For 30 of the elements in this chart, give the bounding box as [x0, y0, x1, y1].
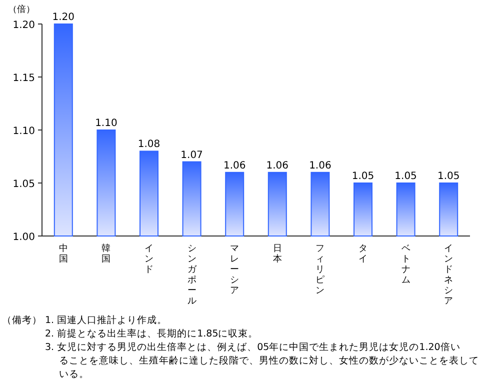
x-tick-label: インドネシア	[444, 244, 454, 306]
text: 1. 国連人口推計より作成。	[45, 314, 168, 326]
x-tick-label: 中国	[58, 243, 68, 264]
y-tick-label: 1.05	[12, 179, 35, 190]
data-label: 1.05	[437, 171, 460, 182]
y-tick-label: 1.00	[12, 232, 35, 243]
x-tick-label: インド	[144, 244, 154, 275]
x-tick-label: マレーシア	[230, 244, 240, 296]
x-tick-label: 韓国	[102, 243, 111, 264]
data-label: 1.06	[309, 160, 332, 172]
x-tick-label: フィリピン	[316, 244, 325, 296]
data-label: 1.20	[52, 12, 75, 23]
text: 2. 前提となる出生率は、長期的に1.85に収束。	[45, 328, 258, 340]
data-label: 1.06	[223, 160, 246, 172]
text: （備考）	[2, 314, 42, 326]
data-label: 1.07	[180, 150, 203, 161]
data-label: 1.05	[352, 171, 374, 182]
y-tick-label: 1.20	[12, 20, 35, 31]
x-tick-label: ベトナム	[401, 244, 410, 286]
y-tick-label: 1.15	[12, 73, 35, 84]
data-label: 1.10	[95, 118, 118, 129]
x-tick-label: 日本	[272, 244, 282, 264]
y-axis-title: （倍）	[8, 4, 35, 15]
data-label: 1.08	[138, 139, 160, 150]
data-label: 1.06	[266, 160, 289, 172]
y-tick-label: 1.10	[12, 126, 35, 137]
x-tick-label: タイ	[358, 244, 368, 264]
data-label: 1.05	[394, 171, 417, 182]
text: 3. 女児に対する男児の出生倍率とは、例えば、05年に中国で生まれた男児は女児の1.20倍いることを意味し、生殖年齢に達した段階で、男性の数に対し、女性の数が少ないことを表している。	[45, 341, 479, 380]
x-tick-label: シンガポール	[187, 244, 198, 306]
